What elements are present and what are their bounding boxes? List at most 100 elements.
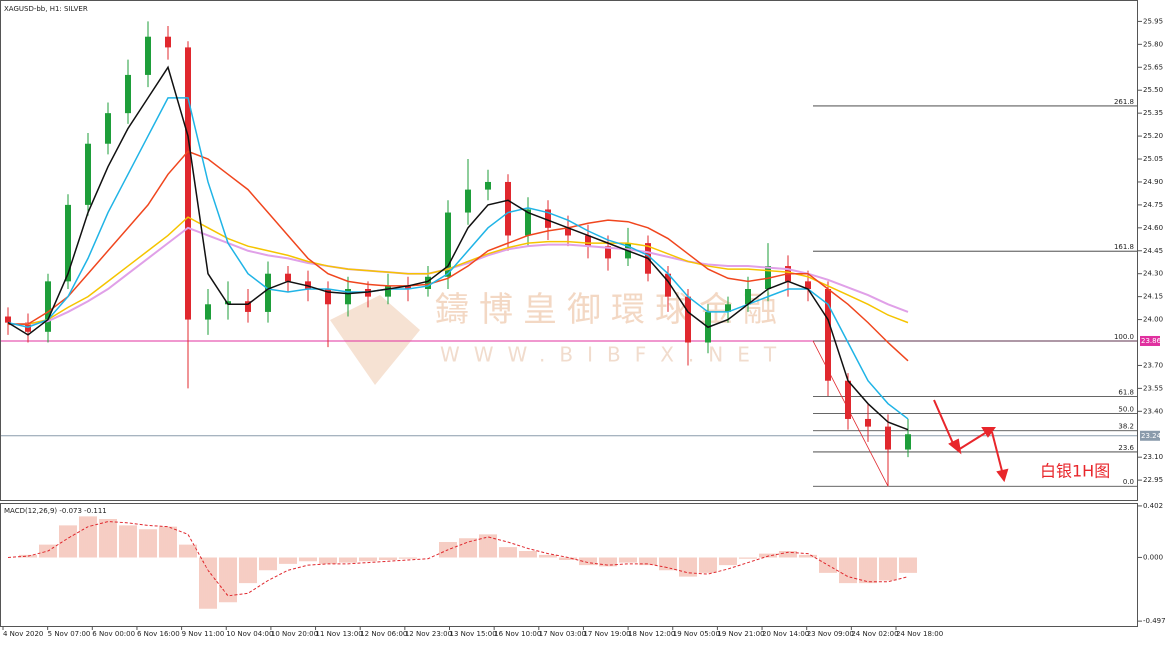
price-panel: 25.95 25.80 25.65 25.50 25.35 25.20 25.05 24.90… [0,17,1163,487]
candle-body [145,36,151,75]
y-tick-label: 25.65 [1143,63,1163,71]
x-tick-label: 5 Nov 07:00 [48,630,91,638]
x-tick-label: 6 Nov 16:00 [137,630,180,638]
x-tick-label: 24 Nov 18:00 [896,630,943,638]
fib-label: 50.0 [1118,406,1134,414]
candle-body [165,36,171,48]
macd-panel: 0.402 0.000 -0.497 [7,502,1166,625]
candle-body [585,235,591,247]
x-tick-label: 11 Nov 13:00 [316,630,363,638]
y-tick-label: 24.75 [1143,201,1163,209]
candle-body [225,301,231,305]
candle-body [425,276,431,289]
y-tick-label: 25.20 [1143,132,1163,140]
x-tick-label: 20 Nov 14:00 [762,630,809,638]
watermark-group: 鑄博皇御環球金融 WWW.BIBFX.NET [330,290,790,385]
candle-body [565,227,571,236]
candle-body [865,418,871,427]
candle-body [265,273,271,312]
x-tick-label: 10 Nov 20:00 [271,630,318,638]
candle-body [105,113,111,144]
candle-body [365,288,371,297]
x-tick-label: 4 Nov 2020 [3,630,43,638]
macd-title: MACD(12,26,9) -0.073 -0.111 [4,507,107,515]
watermark-logo [330,295,420,385]
candle-body [525,209,531,236]
x-tick-label: 19 Nov 05:00 [673,630,720,638]
y-tick-label: 24.00 [1143,316,1163,324]
candle-body [385,285,391,297]
fib-label: 0.0 [1123,478,1134,486]
fib-label: 38.2 [1118,423,1134,431]
moving-average [8,150,909,362]
candle-body [345,288,351,305]
x-tick-label: 17 Nov 03:00 [539,630,586,638]
moving-average [7,65,909,431]
candle-body [5,316,11,323]
x-tick-label: 9 Nov 11:00 [182,630,225,638]
candle-body [245,301,251,312]
x-tick-label: 23 Nov 09:00 [807,630,854,638]
candle-body [465,189,471,213]
candle-body [65,204,71,282]
x-tick-label: 16 Nov 10:00 [494,630,541,638]
candle-body [845,380,851,419]
candle-body [825,288,831,381]
fib-anchor [812,340,889,487]
candle-body [125,74,131,114]
fib-label: 161.8 [1114,243,1134,251]
candle-body [545,209,551,228]
watermark-url: WWW.BIBFX.NET [440,343,790,367]
candle-body [45,281,51,332]
candle-body [205,304,211,320]
moving-average [7,97,909,420]
price-label-bg [1140,430,1160,441]
x-tick-label: 17 Nov 19:00 [583,630,630,638]
y-tick-label: 25.95 [1143,17,1163,25]
x-tick-label: 12 Nov 23:00 [405,630,452,638]
candle-body [685,296,691,343]
arrows [933,399,1009,483]
y-tick-label: 25.80 [1143,40,1163,48]
candle-body [185,47,191,320]
candle-body [665,273,671,297]
y-tick-label: 24.45 [1143,247,1163,255]
candle-body [445,212,451,277]
candle-body [805,281,811,289]
y-tick-label: 24.15 [1143,293,1163,301]
candle-body [505,181,511,236]
price-label: 23.24 [1141,432,1162,440]
price-label: 23.86 [1141,337,1162,345]
y-tick-label: 24.60 [1143,224,1163,232]
candle-body [85,143,91,205]
arrow [933,399,956,449]
y-tick-label: 23.40 [1143,407,1163,415]
y-tick-label: 25.35 [1143,109,1163,117]
fib-label: 100.0 [1114,333,1134,341]
fib-label: 261.8 [1114,98,1134,106]
candle-body [605,246,611,259]
macd-frame [0,503,1138,627]
annotation: 白银1H图 [1040,462,1110,481]
candle-body [745,288,751,305]
y-tick-label: 24.90 [1143,178,1163,186]
candle-body [325,288,331,305]
x-tick-label: 12 Nov 06:00 [360,630,407,638]
y-tick-label: 22.95 [1143,476,1163,484]
fib-label: 23.6 [1118,444,1134,452]
candle-body [905,434,911,450]
y-tick-label: 0.000 [1143,553,1163,561]
candle-body [285,273,291,282]
arrow-head [981,427,996,438]
price-frame [0,0,1138,501]
y-tick-label: 25.50 [1143,86,1163,94]
candle-body [485,181,491,190]
x-tick-label: 13 Nov 15:00 [450,630,497,638]
moving-average [8,216,909,325]
y-tick-label: 23.10 [1143,453,1163,461]
fib-label: 61.8 [1118,388,1134,396]
y-tick-label: 24.30 [1143,270,1163,278]
arrow-head [996,468,1009,483]
